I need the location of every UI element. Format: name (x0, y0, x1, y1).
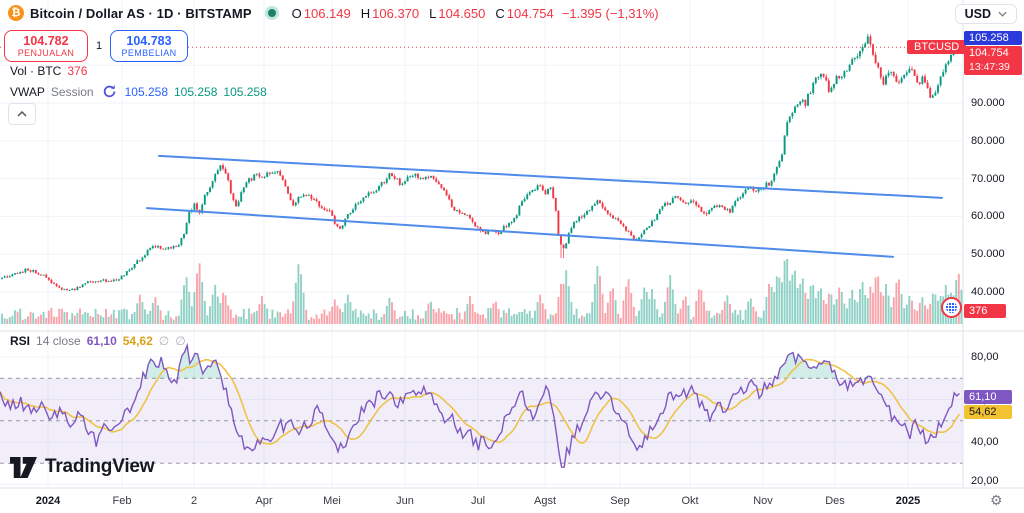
exchange-event-inner-icon (945, 301, 957, 313)
last-price-value: 104.754 (969, 47, 1009, 59)
empty-set-icon: ∅ (158, 334, 170, 348)
rsi-tick-label: 20,00 (971, 475, 999, 487)
price-tick-label: 90.000 (971, 97, 1005, 109)
rsi-legend[interactable]: RSI 14 close 61,10 54,62 ∅ ∅ (10, 334, 186, 348)
price-tick-label: 50.000 (971, 248, 1005, 261)
buy-label: PEMBELIAN (121, 48, 177, 59)
gear-icon[interactable]: ⚙ (990, 492, 1003, 508)
time-tick-label: Apr (255, 495, 273, 507)
symbol-title[interactable]: Bitcoin / Dollar AS · 1D · BITSTAMP (30, 5, 252, 21)
empty-set-icon: ∅ (175, 334, 186, 348)
change-value: −1.395 (−1,31%) (561, 5, 659, 21)
high-key: H (360, 5, 371, 21)
time-tick-label: Jul (470, 495, 486, 507)
time-tick-label: Agst (533, 495, 557, 507)
low-value: 104.650 (438, 5, 486, 21)
rsi-tick-label: 40,00 (971, 436, 999, 448)
time-tick-label: 2025 (895, 495, 921, 507)
currency-value: USD (964, 7, 991, 21)
high-value: 106.370 (372, 5, 420, 21)
sell-button[interactable]: 104.782 PENJUALAN (4, 30, 88, 62)
chevron-down-icon (998, 11, 1007, 17)
vwap-legend-name: VWAP (10, 84, 45, 99)
tradingview-logo-text: TradingView (45, 456, 155, 477)
price-tick-label: 40.000 (971, 286, 1005, 298)
price-tick-label: 70.000 (971, 172, 1005, 185)
rsi-legend-name: RSI (10, 334, 31, 348)
volume-scale-label: 376 (964, 304, 1006, 318)
time-tick-label: Des (825, 495, 845, 507)
chevron-up-icon (17, 111, 27, 117)
symbol-price-line-badge: BTCUSD (907, 40, 967, 54)
sync-icon (102, 84, 117, 99)
vwap-legend-param: Session (50, 84, 94, 99)
open-key: O (291, 5, 302, 21)
rsi-ma-value: 54,62 (122, 334, 153, 348)
rsi-ma-scale-label: 54,62 (964, 405, 1012, 419)
time-tick-label: Mei (323, 495, 341, 507)
time-tick-label: Nov (753, 495, 773, 507)
close-value: 104.754 (506, 5, 554, 21)
vwap-value-1: 105.258 (124, 84, 168, 99)
open-value: 106.149 (303, 5, 351, 21)
currency-selector[interactable]: USD (954, 4, 1017, 24)
volume-legend-value: 376 (67, 64, 88, 78)
volume-legend[interactable]: Vol · BTC 376 (10, 64, 87, 78)
sell-label: PENJUALAN (17, 48, 75, 59)
low-key: L (429, 5, 437, 21)
buy-button[interactable]: 104.783 PEMBELIAN (110, 30, 188, 62)
market-status-icon[interactable] (267, 9, 276, 17)
time-tick-label: Sep (610, 495, 630, 507)
vwap-price-label: 105.258 (964, 31, 1022, 45)
tradingview-logo-icon (10, 456, 37, 478)
time-tick-label: Feb (112, 495, 132, 507)
bar-countdown: 13:47:39 (969, 60, 1010, 73)
vwap-value-2: 105.258 (174, 84, 218, 99)
ohlc-values: O 106.149 H 106.370 L 104.650 C 104.754 … (290, 6, 659, 21)
rsi-scale-label: 61,10 (964, 390, 1012, 404)
bitcoin-icon: ₿ (8, 5, 24, 21)
vwap-legend[interactable]: VWAP Session 105.258 105.258 105.258 (10, 84, 267, 99)
spread-value: 1 (88, 39, 110, 53)
symbol-header: ₿ Bitcoin / Dollar AS · 1D · BITSTAMP O … (8, 5, 659, 21)
close-key: C (495, 5, 505, 21)
rsi-legend-params: 14 close (36, 334, 81, 348)
tradingview-logo[interactable]: TradingView (10, 456, 155, 478)
price-tick-label: 80.000 (971, 134, 1005, 147)
buy-price: 104.783 (126, 33, 172, 48)
exchange-event-icon[interactable] (941, 297, 962, 318)
order-panel: 104.782 PENJUALAN 1 104.783 PEMBELIAN (4, 30, 188, 62)
time-tick-label: Okt (681, 495, 699, 507)
time-tick-label: 2 (190, 495, 198, 507)
time-tick-label: Jun (396, 495, 414, 507)
sell-price: 104.782 (23, 33, 69, 48)
collapse-legend-button[interactable] (8, 103, 36, 125)
time-axis[interactable]: ⚙ 2024 Feb 2 Apr Mei Jun Jul Agst Sep Okt Nov Des 20… (0, 489, 1024, 513)
rsi-tick-label: 80,00 (971, 351, 999, 363)
vwap-value-3: 105.258 (223, 84, 267, 99)
rsi-value: 61,10 (86, 334, 117, 348)
price-tick-label: 60.000 (971, 210, 1005, 223)
time-tick-label: 2024 (35, 495, 61, 507)
volume-legend-name: Vol · BTC (10, 64, 62, 78)
last-price-label: 104.754 13:47:39 (964, 46, 1022, 75)
